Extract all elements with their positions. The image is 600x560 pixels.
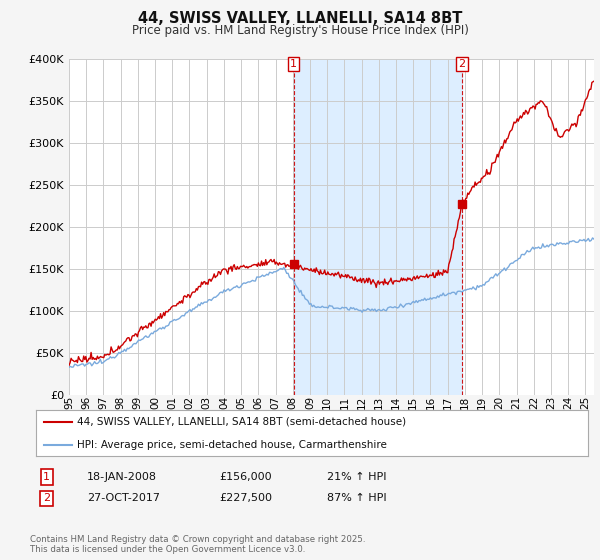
Text: HPI: Average price, semi-detached house, Carmarthenshire: HPI: Average price, semi-detached house,…	[77, 440, 387, 450]
Text: 44, SWISS VALLEY, LLANELLI, SA14 8BT (semi-detached house): 44, SWISS VALLEY, LLANELLI, SA14 8BT (se…	[77, 417, 407, 427]
Text: 1: 1	[43, 472, 50, 482]
Text: £227,500: £227,500	[219, 493, 272, 503]
Text: £156,000: £156,000	[219, 472, 272, 482]
Text: 2: 2	[43, 493, 50, 503]
Text: 1: 1	[290, 59, 297, 69]
Text: 21% ↑ HPI: 21% ↑ HPI	[327, 472, 386, 482]
Text: 87% ↑ HPI: 87% ↑ HPI	[327, 493, 386, 503]
Text: 2: 2	[458, 59, 466, 69]
Text: Contains HM Land Registry data © Crown copyright and database right 2025.
This d: Contains HM Land Registry data © Crown c…	[30, 535, 365, 554]
Text: Price paid vs. HM Land Registry's House Price Index (HPI): Price paid vs. HM Land Registry's House …	[131, 24, 469, 37]
Text: 27-OCT-2017: 27-OCT-2017	[87, 493, 160, 503]
Text: 18-JAN-2008: 18-JAN-2008	[87, 472, 157, 482]
Bar	[293, 59, 462, 395]
Text: 44, SWISS VALLEY, LLANELLI, SA14 8BT: 44, SWISS VALLEY, LLANELLI, SA14 8BT	[138, 11, 462, 26]
